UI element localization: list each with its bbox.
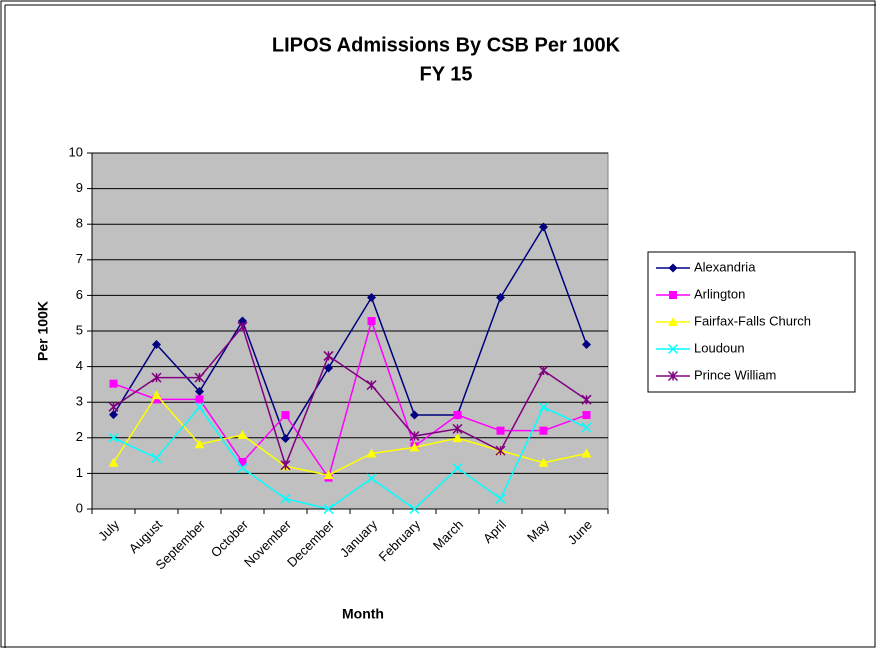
marker [323, 350, 334, 361]
marker [581, 448, 592, 458]
marker [366, 448, 377, 458]
marker [367, 293, 376, 303]
chart-subtitle: FY 15 [420, 63, 473, 85]
series-line [113, 405, 587, 510]
marker [195, 395, 204, 404]
marker [453, 411, 462, 420]
marker [237, 321, 248, 332]
marker [238, 458, 247, 467]
legend-marker [667, 343, 679, 355]
y-tick-label: 5 [76, 322, 83, 337]
marker [452, 423, 463, 434]
marker [409, 442, 420, 452]
marker [496, 426, 505, 435]
marker [582, 340, 591, 350]
marker [152, 340, 161, 350]
legend-marker [667, 370, 679, 382]
x-axis-title: Month [342, 606, 384, 622]
legend-label: Fairfax-Falls Church [694, 313, 811, 328]
series-line [113, 318, 587, 480]
marker [581, 422, 592, 433]
marker [495, 493, 506, 504]
marker [152, 395, 161, 404]
marker [323, 470, 334, 480]
marker [281, 434, 290, 444]
marker [195, 387, 204, 397]
legend-label: Prince William [694, 367, 776, 382]
y-tick-label: 9 [76, 180, 83, 195]
marker [151, 372, 162, 383]
marker [324, 363, 333, 373]
legend-label: Alexandria [694, 259, 756, 274]
marker [194, 439, 205, 449]
y-tick-label: 2 [76, 429, 83, 444]
marker [280, 460, 291, 471]
marker [582, 411, 591, 420]
marker [495, 445, 506, 456]
y-axis-title: Per 100K [35, 301, 51, 361]
y-tick-label: 3 [76, 394, 83, 409]
marker [151, 390, 162, 400]
marker [109, 379, 118, 388]
marker [151, 453, 162, 464]
chart-title: LIPOS Admissions By CSB Per 100K [272, 34, 621, 56]
y-tick-label: 1 [76, 465, 83, 480]
marker [323, 503, 334, 515]
marker [538, 457, 549, 467]
marker [366, 380, 377, 391]
marker [108, 457, 119, 467]
marker [452, 433, 463, 443]
marker [367, 317, 376, 326]
y-tick-label: 8 [76, 216, 83, 231]
marker [237, 463, 248, 474]
marker [538, 402, 549, 413]
y-tick-label: 6 [76, 287, 83, 302]
marker [281, 411, 290, 420]
marker [452, 463, 463, 474]
y-tick-label: 7 [76, 251, 83, 266]
marker [238, 316, 247, 326]
marker [409, 503, 420, 515]
legend-label: Loudoun [694, 340, 745, 355]
legend-label: Arlington [694, 286, 745, 301]
marker [194, 402, 205, 413]
marker [496, 293, 505, 303]
marker [237, 429, 248, 439]
marker [409, 430, 420, 442]
legend-marker [668, 317, 678, 326]
y-tick-label: 4 [76, 358, 83, 373]
marker [280, 493, 291, 504]
marker [194, 372, 205, 383]
marker [108, 432, 119, 443]
series-line [112, 393, 587, 476]
legend-marker [668, 263, 678, 273]
series-line [113, 325, 587, 468]
y-tick-label: 10 [69, 144, 83, 159]
marker [108, 401, 119, 412]
legend-marker [669, 291, 677, 299]
marker [539, 222, 548, 232]
marker [109, 410, 118, 420]
marker [366, 473, 377, 484]
marker [539, 426, 548, 435]
marker [581, 394, 592, 405]
marker [538, 365, 549, 376]
y-tick-label: 0 [76, 500, 83, 515]
marker [410, 410, 419, 420]
series-line [112, 225, 588, 441]
